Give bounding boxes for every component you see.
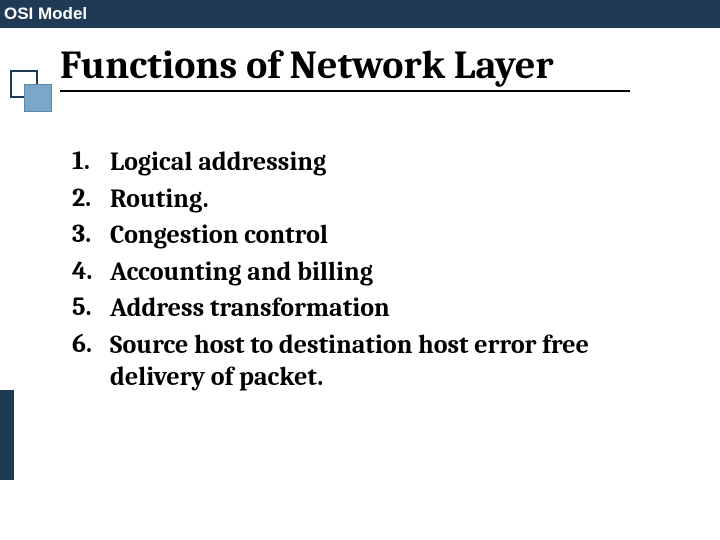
list-text: Logical addressing: [110, 146, 326, 179]
list-text: Routing.: [110, 183, 209, 216]
title-area: Functions of Network Layer: [0, 42, 720, 102]
content-list: 1. Logical addressing 2. Routing. 3. Con…: [72, 146, 652, 398]
list-item: 4. Accounting and billing: [72, 256, 652, 289]
list-text: Congestion control: [110, 219, 328, 252]
list-number: 2.: [72, 183, 110, 213]
list-text: Accounting and billing: [110, 256, 373, 289]
header-bar: OSI Model: [0, 0, 720, 28]
list-number: 6.: [72, 329, 110, 359]
list-number: 4.: [72, 256, 110, 286]
list-text: Address transformation: [110, 292, 390, 325]
list-item: 3. Congestion control: [72, 219, 652, 252]
header-label: OSI Model: [4, 4, 87, 24]
list-item: 6. Source host to destination host error…: [72, 329, 652, 394]
list-number: 1.: [72, 146, 110, 176]
list-item: 1. Logical addressing: [72, 146, 652, 179]
list-item: 2. Routing.: [72, 183, 652, 216]
list-item: 5. Address transformation: [72, 292, 652, 325]
page-title: Functions of Network Layer: [60, 42, 630, 92]
decoration-square-front: [24, 84, 52, 112]
side-accent: [0, 390, 14, 480]
list-text: Source host to destination host error fr…: [110, 329, 652, 394]
list-number: 3.: [72, 219, 110, 249]
list-number: 5.: [72, 292, 110, 322]
